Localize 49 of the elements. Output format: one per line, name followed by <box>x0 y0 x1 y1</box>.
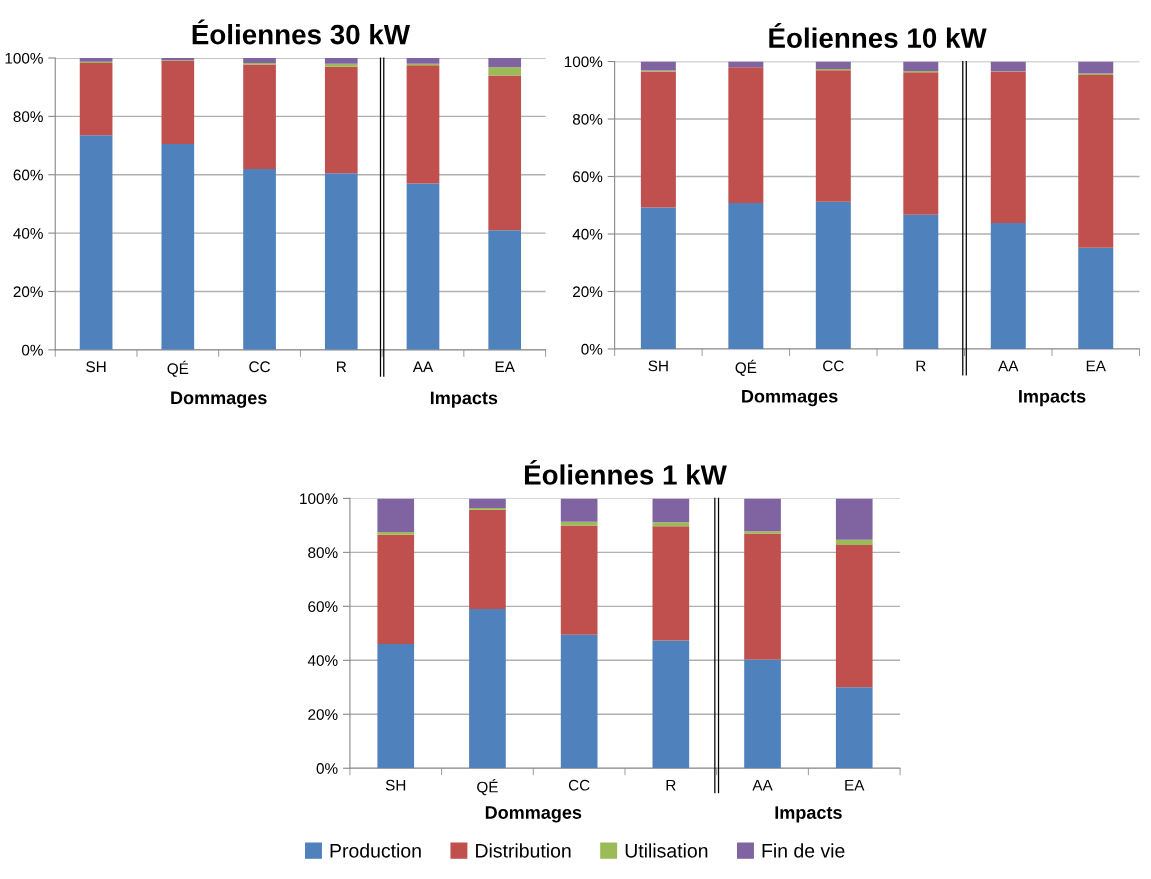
x-tick-label: CC <box>249 361 270 373</box>
chart-title: Éoliennes 30 kW <box>192 19 410 45</box>
x-tick-label: EA <box>845 779 865 791</box>
x-tick-label: EA <box>1086 360 1106 372</box>
x-tick-label: CC <box>568 779 590 791</box>
y-tick-label: 40% <box>307 655 338 666</box>
text: Dommages <box>742 389 838 407</box>
y-tick-label: 80% <box>308 547 338 559</box>
x-tick-label: AA <box>998 360 1019 372</box>
y-tick-label: 60% <box>573 171 603 183</box>
x-tick-label: R <box>337 361 347 373</box>
x-tick-label: AA <box>752 779 773 791</box>
y-tick-label: 80% <box>572 113 603 125</box>
legend-label: Fin de vie <box>762 843 845 858</box>
text: Dommages <box>171 391 267 408</box>
y-tick-label: 0% <box>21 344 43 356</box>
x-tick-label: R <box>916 360 926 372</box>
y-tick-label: 80% <box>13 111 43 123</box>
text: Impacts <box>430 391 498 408</box>
legend-label: Utilisation <box>625 843 708 858</box>
y-tick-label: 0% <box>316 763 338 774</box>
x-tick-label: SH <box>385 779 406 791</box>
x-tick-label: QÉ <box>167 360 189 377</box>
y-tick-label: 20% <box>13 286 43 298</box>
x-tick-label: QÉ <box>477 779 498 796</box>
x-tick-label: SH <box>648 360 668 372</box>
text: Dommages <box>485 806 582 823</box>
legend-label: Distribution <box>476 843 571 858</box>
x-tick-label: QÉ <box>735 359 757 376</box>
y-tick-label: 60% <box>308 601 338 613</box>
legend-label: Production <box>330 843 421 858</box>
x-tick-label: AA <box>412 361 434 373</box>
x-tick-label: EA <box>495 361 515 373</box>
y-tick-label: 0% <box>581 343 603 355</box>
y-tick-label: 100% <box>564 56 603 68</box>
y-tick-label: 40% <box>13 227 43 239</box>
y-tick-label: 40% <box>572 228 603 240</box>
y-tick-label: 60% <box>13 169 43 181</box>
y-tick-label: 100% <box>5 52 43 64</box>
y-tick-label: 20% <box>573 286 603 298</box>
y-tick-label: 100% <box>300 493 338 505</box>
x-tick-label: CC <box>823 360 844 372</box>
text: Impacts <box>775 806 842 823</box>
x-tick-label: SH <box>86 361 106 373</box>
y-tick-label: 20% <box>308 709 338 720</box>
chart-title: Éoliennes 1 kW <box>524 459 727 485</box>
x-tick-label: R <box>666 779 676 791</box>
chart-title: Éoliennes 10 kW <box>769 23 987 48</box>
text: Impacts <box>1019 390 1086 407</box>
